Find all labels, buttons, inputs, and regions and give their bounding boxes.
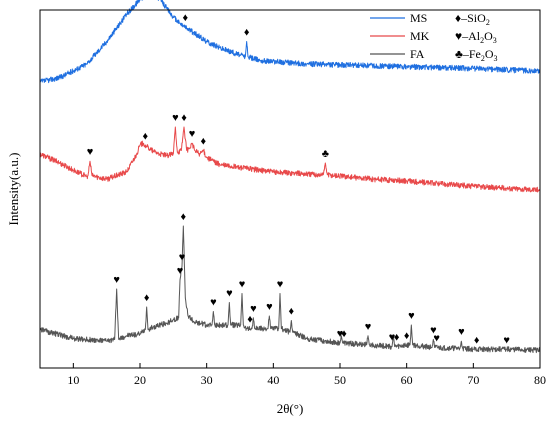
peak-marker: ♦ bbox=[201, 135, 207, 147]
series-mk-line bbox=[39, 126, 541, 193]
series-ms-line bbox=[39, 0, 541, 84]
peak-marker: ♥ bbox=[430, 324, 437, 336]
peak-marker: ♦ bbox=[181, 112, 187, 124]
peak-marker: ♥ bbox=[210, 297, 217, 309]
peak-marker: ♦ bbox=[404, 330, 410, 342]
x-tick-label: 10 bbox=[67, 373, 79, 387]
peak-marker: ♥ bbox=[177, 265, 184, 277]
peak-marker: ♦ bbox=[144, 292, 150, 304]
x-tick-label: 70 bbox=[467, 373, 479, 387]
peak-marker: ♥ bbox=[179, 252, 186, 264]
peak-marker: ♥ bbox=[266, 301, 273, 313]
peak-marker: ♦ bbox=[143, 130, 149, 142]
peak-marker: ♥ bbox=[189, 128, 196, 140]
plot-area: ♦♦♥♦♥ ♦♥♦♣♥♦♥♥♦♥♥♥♦♥ ♥♥♦♥♦♥♥♦ ♦♥♥♥♥♦ ♥ bbox=[39, 0, 541, 354]
legend-symbol-entry: ♣–Fe2O3 bbox=[455, 47, 498, 63]
peak-marker: ♥ bbox=[277, 279, 284, 291]
peak-marker: ♥ bbox=[503, 334, 510, 346]
peak-marker: ♥ bbox=[458, 326, 465, 338]
peak-marker: ♦ bbox=[183, 12, 189, 24]
x-tick-label: 80 bbox=[534, 373, 546, 387]
legend-symbol-entry: ♦–SiO2 bbox=[455, 11, 490, 27]
x-axis: 10 20 30 40 50 60 70 80 bbox=[67, 363, 546, 387]
y-axis-label: Intensity(a.u.) bbox=[6, 153, 21, 226]
legend-label-fa: FA bbox=[410, 47, 425, 61]
peak-marker: ♥ bbox=[433, 333, 440, 345]
peak-marker: ♦ bbox=[244, 27, 250, 39]
peak-marker: ♣ bbox=[322, 148, 329, 160]
peak-marker: ♥ bbox=[113, 274, 120, 286]
peak-marker: ♥ bbox=[239, 279, 246, 291]
peak-marker: ♥ bbox=[389, 332, 396, 344]
peak-marker: ♥ bbox=[172, 112, 179, 124]
x-tick-label: 40 bbox=[267, 373, 279, 387]
x-tick-label: 30 bbox=[201, 373, 213, 387]
plot-frame bbox=[39, 9, 541, 369]
peak-marker: ♦ bbox=[289, 306, 295, 318]
peak-marker: ♥ bbox=[87, 146, 94, 158]
peak-marker: ♦ bbox=[181, 211, 187, 223]
peak-marker: ♥ bbox=[226, 288, 233, 300]
peak-marker: ♦ bbox=[247, 314, 253, 326]
peak-marker: ♥ bbox=[365, 321, 372, 333]
x-axis-label: 2θ(°) bbox=[277, 401, 304, 416]
legend-label-mk: MK bbox=[410, 29, 430, 43]
peak-marker: ♥ bbox=[337, 328, 344, 340]
legend: MS MK FA ♦–SiO2 ♥–Al2O3 ♣–Fe2O3 bbox=[370, 11, 498, 63]
peak-marker: ♥ bbox=[250, 303, 257, 315]
peak-marker: ♥ bbox=[408, 310, 415, 322]
legend-label-ms: MS bbox=[410, 11, 427, 25]
x-tick-label: 20 bbox=[134, 373, 146, 387]
x-tick-label: 50 bbox=[334, 373, 346, 387]
peak-marker: ♦ bbox=[394, 331, 400, 343]
series-fa-line bbox=[39, 225, 541, 354]
x-tick-label: 60 bbox=[401, 373, 413, 387]
peak-marker: ♦ bbox=[341, 328, 347, 340]
peak-marker: ♦ bbox=[474, 334, 480, 346]
legend-symbol-entry: ♥–Al2O3 bbox=[455, 29, 497, 45]
